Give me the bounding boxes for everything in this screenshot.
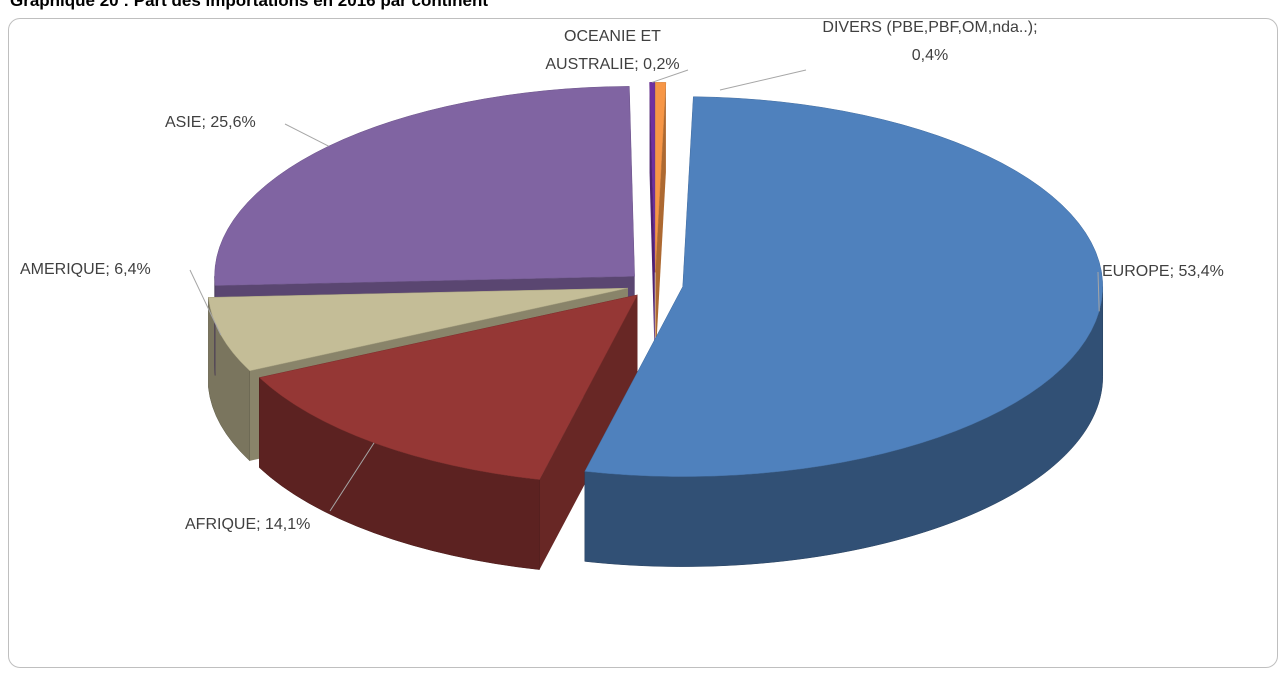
- slice: [655, 82, 667, 273]
- leader-line: [189, 269, 222, 336]
- data-label: OCEANIE ET AUSTRALIE; 0,2%: [545, 28, 680, 73]
- leader-line: [284, 123, 329, 147]
- chart-title: Graphique 20 : Part des importations en …: [10, 0, 489, 10]
- chart-area: [8, 18, 1278, 668]
- slice: [649, 82, 656, 273]
- data-label: AMERIQUE; 6,4%: [20, 261, 151, 278]
- leader-line: [1097, 271, 1100, 312]
- data-label: EUROPE; 53,4%: [1102, 263, 1224, 280]
- leader-line: [329, 442, 375, 512]
- data-label: ASIE; 25,6%: [165, 114, 256, 131]
- leader-line: [652, 69, 689, 83]
- slice-side: [649, 82, 655, 363]
- data-label: AFRIQUE; 14,1%: [185, 516, 311, 533]
- slice-side: [539, 294, 638, 570]
- data-label: DIVERS (PBE,PBF,OM,nda..); 0,4%: [822, 19, 1038, 64]
- slice: [208, 287, 628, 372]
- leader-line: [719, 69, 807, 91]
- slice-side: [655, 82, 666, 363]
